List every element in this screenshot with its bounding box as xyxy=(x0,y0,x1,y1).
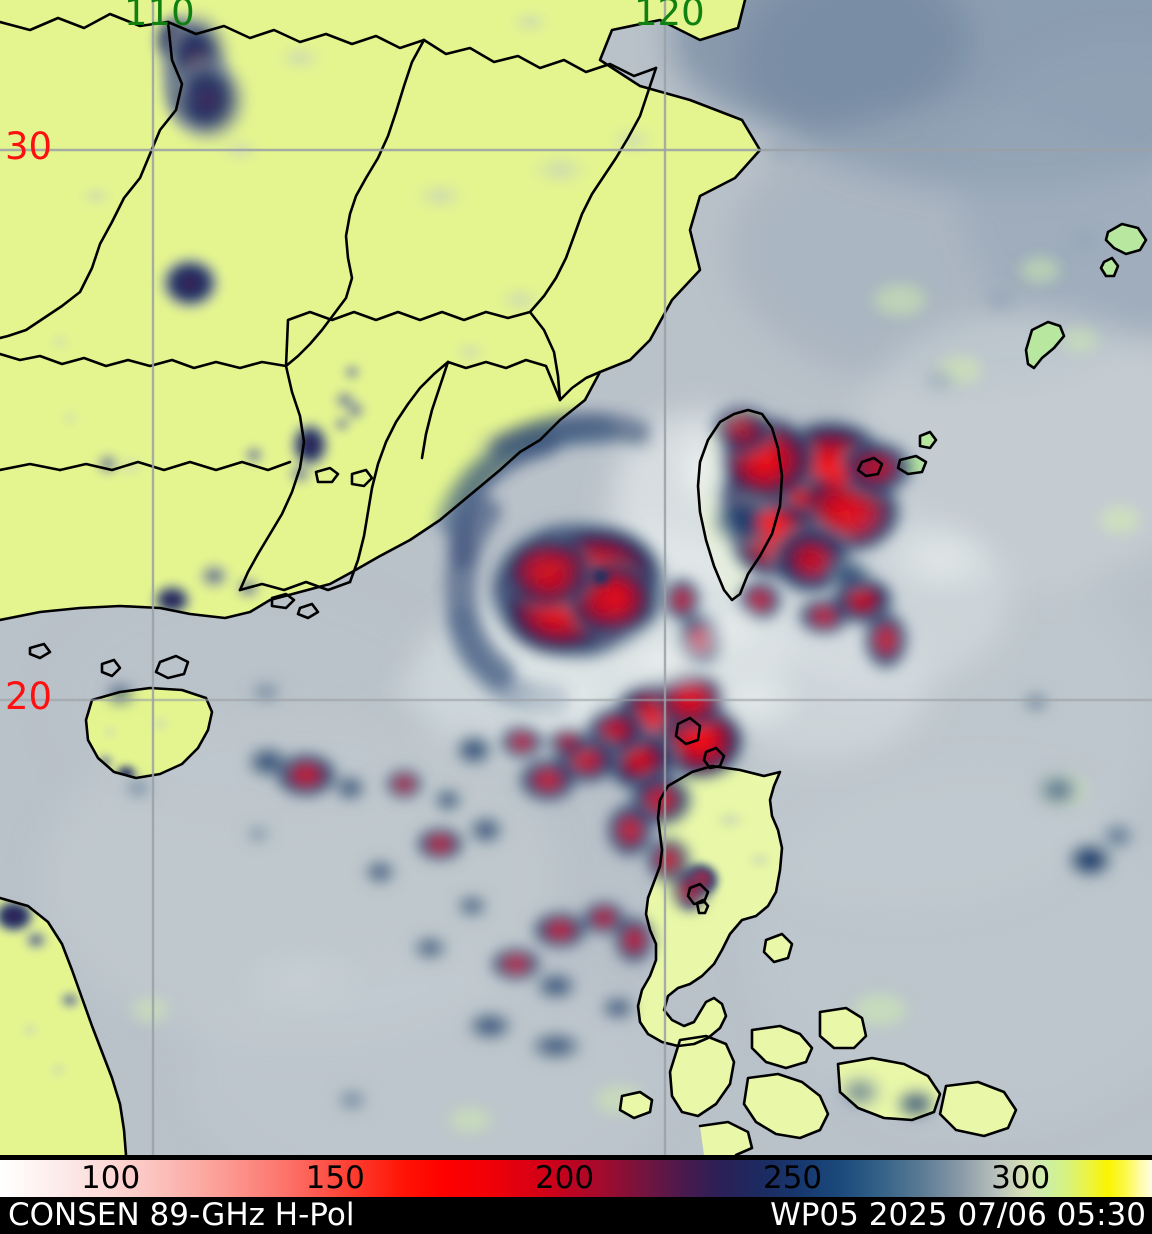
storm-timestamp-label: WP05 2025 07/06 05:30 xyxy=(770,1197,1146,1233)
colorbar[interactable]: 100 150 200 250 300 xyxy=(0,1160,1152,1197)
scattered-cold-cells xyxy=(104,132,1140,1120)
indochina-land xyxy=(0,898,126,1155)
sensor-label: CONSEN 89-GHz H-Pol xyxy=(8,1197,355,1233)
colorbar-container: 100 150 200 250 300 xyxy=(0,1155,1152,1197)
cyclone-spiral-bands xyxy=(435,397,684,714)
luzon-island-land xyxy=(638,766,782,1046)
map-canvas[interactable]: 110 120 30 20 xyxy=(0,0,1152,1155)
lat-lon-gridlines xyxy=(0,0,1152,1155)
colorbar-gradient xyxy=(0,1160,1152,1197)
hainan-island-land xyxy=(86,688,212,778)
coastlines xyxy=(0,0,1148,1155)
taiwan-se-band xyxy=(662,556,910,672)
north-cold-cluster xyxy=(160,8,250,146)
footer-bar: CONSEN 89-GHz H-Pol WP05 2025 07/06 05:3… xyxy=(0,1197,1152,1234)
map-svg xyxy=(0,0,1152,1155)
taiwan-east-convection xyxy=(708,402,916,598)
